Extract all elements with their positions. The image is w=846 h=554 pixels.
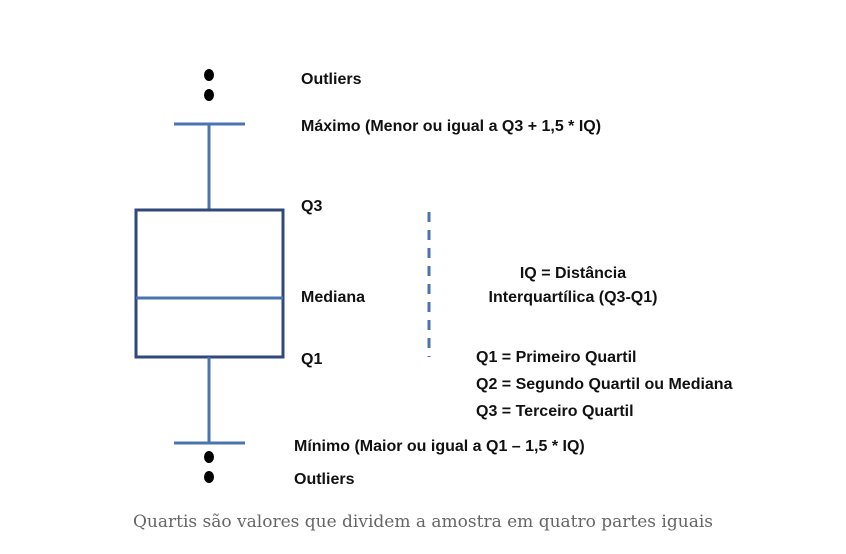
label-mediana: Mediana	[301, 289, 365, 306]
outlier-dot-bottom-1	[204, 451, 214, 463]
label-minimo: Mínimo (Maior ou igual a Q1 – 1,5 * IQ)	[294, 438, 585, 455]
label-maximo: Máximo (Menor ou igual a Q3 + 1,5 * IQ)	[301, 118, 601, 135]
iqr-box	[134, 208, 285, 359]
legend-q3: Q3 = Terceiro Quartil	[476, 403, 634, 420]
label-outliers-bottom: Outliers	[294, 471, 355, 488]
outlier-dot-top-1	[204, 69, 214, 81]
iq-text-line1: IQ = Distância	[520, 265, 626, 282]
figure-caption: Quartis são valores que dividem a amostr…	[132, 512, 714, 532]
label-outliers-top: Outliers	[301, 71, 362, 88]
outlier-dot-top-2	[204, 89, 214, 101]
label-q3: Q3	[301, 198, 322, 215]
outlier-dot-bottom-2	[204, 471, 214, 483]
legend-q2: Q2 = Segundo Quartil ou Mediana	[476, 376, 733, 393]
legend-q1: Q1 = Primeiro Quartil	[476, 349, 637, 366]
iq-text-line2: Interquartílica (Q3-Q1)	[489, 289, 658, 306]
label-q1: Q1	[301, 351, 322, 368]
